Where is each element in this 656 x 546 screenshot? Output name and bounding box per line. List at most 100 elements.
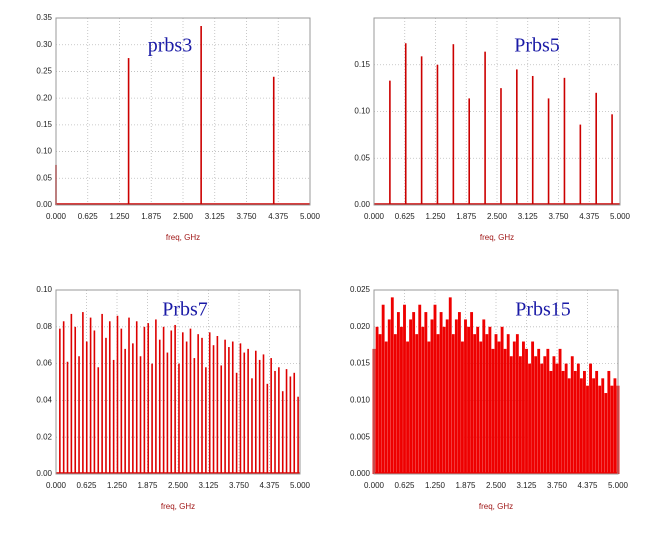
spectral-line (433, 304, 437, 474)
spectral-line (583, 370, 586, 474)
x-tick-label: 1.250 (109, 212, 130, 221)
annotation: Prbs5 (514, 35, 560, 57)
spectral-line (610, 385, 614, 474)
spectral-line (293, 372, 296, 474)
y-tick-label: 0.05 (354, 153, 370, 162)
spectral-line (476, 326, 480, 474)
y-tick-label: 0.25 (36, 67, 52, 76)
spectral-line (531, 341, 535, 474)
spectral-line (93, 330, 96, 474)
spectral-line (461, 341, 464, 474)
x-tick-label: 2.500 (168, 481, 189, 490)
x-axis-label: freq, GHz (161, 502, 195, 511)
spectral-line (170, 330, 173, 474)
x-axis-label: freq, GHz (479, 502, 513, 511)
spectral-line (503, 348, 507, 474)
spectral-line (564, 363, 568, 474)
spectral-line (212, 345, 215, 474)
spectral-line (598, 385, 602, 474)
spectral-line (537, 348, 541, 474)
spectral-line (484, 51, 486, 205)
spectral-line (497, 341, 501, 474)
spectral-line (406, 341, 409, 474)
x-tick-label: 2.500 (487, 212, 508, 221)
x-tick-label: 0.000 (364, 212, 385, 221)
x-tick-label: 5.000 (300, 212, 321, 221)
spectral-line (430, 319, 434, 474)
spectral-line (579, 378, 583, 474)
spectral-line (208, 332, 211, 474)
spectral-line (272, 76, 275, 206)
y-tick-label: 0.10 (36, 147, 52, 156)
spectral-line (404, 43, 407, 206)
spectral-line (97, 367, 100, 474)
spectral-line (573, 370, 577, 474)
x-tick-label: 0.000 (364, 481, 385, 490)
spectral-line (482, 319, 486, 474)
spectral-line (174, 324, 176, 474)
spectral-line (74, 326, 77, 474)
x-tick-label: 4.375 (577, 481, 598, 490)
spectral-line (586, 385, 589, 474)
x-axis-label: freq, GHz (166, 233, 200, 242)
x-axis-label: freq, GHz (480, 233, 514, 242)
spectral-line (509, 356, 513, 474)
x-tick-label: 0.625 (394, 481, 415, 490)
spectral-line (439, 312, 443, 474)
spectral-line (400, 326, 403, 474)
spectral-line (500, 88, 502, 205)
spectral-line (547, 98, 550, 205)
spectral-line (239, 343, 242, 474)
spectral-line (285, 369, 288, 474)
spectral-line (563, 77, 566, 205)
spectral-line (525, 348, 528, 474)
spectral-line (262, 354, 265, 474)
spectral-line (491, 348, 495, 474)
x-tick-label: 4.375 (268, 212, 289, 221)
spectral-line (494, 334, 498, 474)
spectral-line (528, 363, 531, 474)
spectral-line (155, 319, 157, 474)
spectral-line (254, 350, 257, 474)
spectral-line (247, 348, 249, 474)
spectral-line (442, 326, 446, 474)
y-tick-label: 0.02 (36, 432, 52, 441)
y-tick-label: 0.010 (350, 396, 371, 405)
spectral-line (448, 297, 452, 474)
y-tick-label: 0.05 (36, 173, 52, 182)
spectral-line (436, 334, 440, 474)
x-tick-label: 0.625 (395, 212, 416, 221)
x-tick-label: 3.750 (548, 212, 569, 221)
y-tick-label: 0.005 (350, 432, 371, 441)
x-tick-label: 0.000 (46, 481, 67, 490)
spectral-line (589, 363, 592, 474)
x-tick-label: 4.375 (579, 212, 600, 221)
x-tick-label: 1.875 (137, 481, 158, 490)
spectral-line (579, 124, 582, 205)
y-tick-label: 0.30 (36, 40, 52, 49)
spectral-line (147, 323, 150, 474)
spectral-line (518, 356, 522, 474)
spectral-line (454, 319, 458, 474)
spectral-line (151, 363, 153, 474)
spectral-line (540, 363, 544, 474)
x-tick-label: 1.250 (107, 481, 128, 490)
x-tick-label: 1.875 (455, 481, 476, 490)
plot-border (373, 17, 621, 206)
spectral-line (576, 363, 580, 474)
x-tick-label: 0.625 (76, 481, 97, 490)
spectral-line (561, 370, 565, 474)
y-tick-label: 0.015 (350, 359, 371, 368)
spectral-line (127, 58, 130, 206)
plot-border (55, 17, 311, 206)
spectral-line (418, 304, 422, 474)
annotation: Prbs7 (162, 299, 208, 321)
y-tick-label: 0.15 (354, 60, 370, 69)
spectral-line (420, 56, 423, 206)
y-tick-label: 0.00 (36, 469, 52, 478)
spectral-line (424, 312, 428, 474)
y-tick-label: 0.35 (36, 13, 52, 22)
x-tick-label: 5.000 (290, 481, 311, 490)
spectral-line (266, 383, 269, 474)
